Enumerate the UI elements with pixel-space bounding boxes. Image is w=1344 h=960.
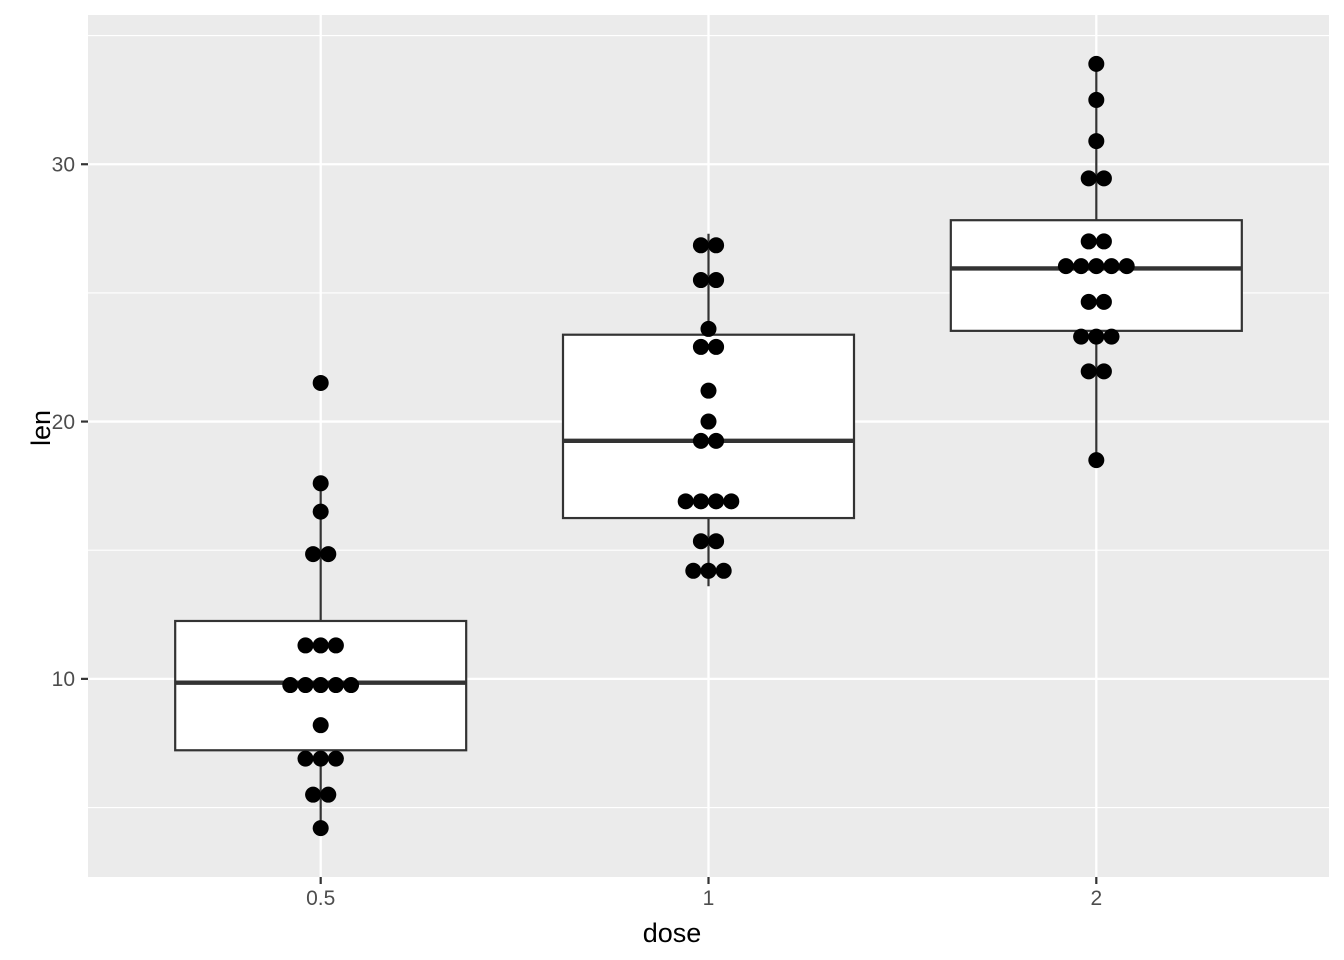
data-dot	[700, 382, 717, 399]
data-dot	[1080, 170, 1097, 187]
data-dot	[297, 677, 314, 694]
data-dot	[1095, 293, 1112, 310]
data-dot	[312, 503, 329, 520]
data-dot	[1088, 133, 1105, 150]
data-dot	[1088, 328, 1105, 345]
data-dot	[692, 237, 709, 254]
data-dot	[297, 637, 314, 654]
x-tick-label: 0.5	[306, 887, 335, 910]
data-dot	[708, 432, 725, 449]
data-dot	[1088, 258, 1105, 275]
data-dot	[312, 717, 329, 734]
data-dot	[312, 637, 329, 654]
data-dot	[1057, 258, 1074, 275]
data-dot	[677, 493, 694, 510]
data-dot	[1073, 258, 1090, 275]
data-dot	[700, 413, 717, 430]
data-dot	[327, 637, 344, 654]
data-dot	[692, 533, 709, 550]
data-dot	[1080, 363, 1097, 380]
data-dot	[1088, 452, 1105, 469]
data-dot	[327, 750, 344, 767]
boxplot-box	[949, 219, 1243, 332]
data-dot	[1095, 170, 1112, 187]
data-dot	[1073, 328, 1090, 345]
data-dot	[1095, 363, 1112, 380]
data-dot	[723, 493, 740, 510]
data-dot	[692, 338, 709, 355]
data-dot	[700, 320, 717, 337]
data-dot	[708, 237, 725, 254]
data-dot	[1095, 233, 1112, 250]
data-dot	[715, 562, 732, 579]
data-dot	[708, 493, 725, 510]
data-dot	[343, 677, 360, 694]
data-dot	[320, 546, 337, 563]
data-dot	[312, 750, 329, 767]
data-dot	[692, 272, 709, 289]
data-dot	[1103, 328, 1120, 345]
data-dot	[708, 533, 725, 550]
data-dot	[692, 432, 709, 449]
data-dot	[312, 820, 329, 837]
data-dot	[700, 562, 717, 579]
data-dot	[312, 677, 329, 694]
data-dot	[1080, 233, 1097, 250]
y-axis-title: len	[26, 409, 56, 446]
data-dot	[708, 338, 725, 355]
data-dot	[305, 786, 322, 803]
x-tick-label: 1	[703, 887, 715, 910]
data-dot	[708, 272, 725, 289]
data-dot	[320, 786, 337, 803]
data-dot	[1080, 293, 1097, 310]
data-dot	[305, 546, 322, 563]
data-dot	[685, 562, 702, 579]
data-dot	[312, 475, 329, 492]
y-tick-label: 20	[52, 411, 75, 434]
data-dot	[312, 374, 329, 391]
data-dot	[692, 493, 709, 510]
x-axis-title: dose	[642, 918, 702, 948]
data-dot	[282, 677, 299, 694]
data-dot	[1103, 258, 1120, 275]
y-tick-label: 10	[52, 668, 75, 691]
data-dot	[1118, 258, 1135, 275]
data-dot	[1088, 55, 1105, 72]
data-dot	[297, 750, 314, 767]
x-tick-label: 2	[1090, 887, 1102, 910]
data-dot	[1088, 91, 1105, 108]
y-tick-label: 30	[52, 154, 75, 177]
data-dot	[327, 677, 344, 694]
